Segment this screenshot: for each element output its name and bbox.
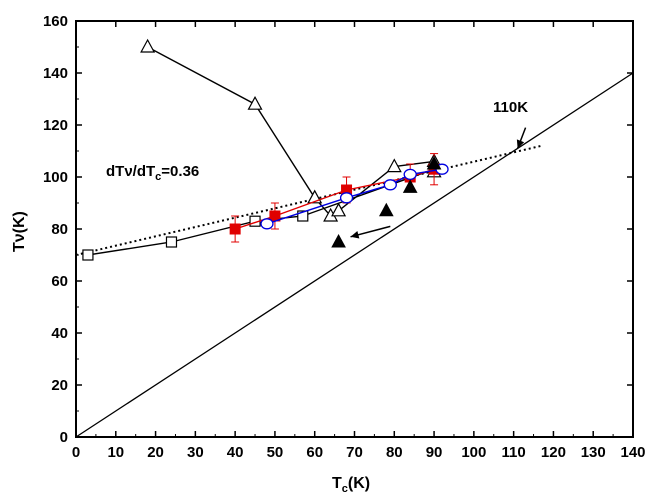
- data-point: [165, 236, 178, 248]
- x-tick-label: 120: [541, 444, 566, 461]
- x-axis-label: Tc(K): [332, 475, 370, 495]
- x-tick-label: 50: [267, 444, 284, 461]
- reference-lines: [75, 72, 634, 438]
- x-tick-label: 0: [72, 444, 80, 461]
- x-tick-label: 20: [147, 444, 164, 461]
- y-tick-label: 100: [43, 169, 68, 186]
- x-tick-label: 70: [346, 444, 363, 461]
- axes-ticks: [75, 20, 634, 438]
- y-tick-label: 40: [51, 325, 68, 342]
- series-filled-triangle: [331, 155, 442, 248]
- slope-annotation: dTν/dTc=0.36: [106, 163, 199, 183]
- data-point: [229, 223, 241, 235]
- x-tick-label: 130: [581, 444, 606, 461]
- series-open-triangle: [140, 38, 442, 222]
- series-open-circle: [260, 163, 449, 230]
- data-point: [297, 210, 309, 222]
- x-tick-label: 90: [426, 444, 443, 461]
- data-point: [247, 95, 263, 110]
- series-filled-square: [229, 153, 440, 243]
- data-point: [426, 155, 442, 170]
- arrow-head: [350, 230, 360, 239]
- t110-annotation: 110K: [493, 99, 528, 116]
- y-tick-label: 20: [51, 377, 68, 394]
- data-point: [386, 158, 402, 173]
- diagonal-line: [75, 72, 634, 438]
- y-tick-label: 140: [43, 65, 68, 82]
- y-tick-label: 80: [51, 221, 68, 238]
- data-point: [383, 179, 397, 191]
- x-tick-label: 80: [386, 444, 403, 461]
- data-point: [260, 218, 274, 230]
- y-tick-label: 60: [51, 273, 68, 290]
- y-tick-label: 160: [43, 13, 68, 30]
- x-tick-label: 100: [461, 444, 486, 461]
- x-tick-label: 60: [306, 444, 323, 461]
- x-tick-label: 110: [502, 444, 526, 461]
- arrow-head: [516, 139, 525, 149]
- x-tick-label: 40: [227, 444, 244, 461]
- plot-frame: [75, 20, 634, 438]
- y-tick-label: 120: [43, 117, 68, 134]
- y-tick-label: 0: [60, 429, 68, 446]
- data-point: [331, 202, 347, 217]
- series-line: [147, 46, 435, 217]
- data-point: [331, 233, 346, 248]
- y-axis-label: Tν(K): [11, 211, 28, 252]
- x-tick-label: 30: [187, 444, 204, 461]
- data-point: [140, 38, 156, 53]
- x-tick-label: 140: [620, 444, 645, 461]
- data-point: [339, 192, 354, 204]
- series-layer: [82, 38, 449, 261]
- data-point: [378, 202, 394, 217]
- data-point: [403, 168, 417, 181]
- arrow-layer: [350, 127, 527, 239]
- tick-labels: 0 10 20 30 40 50 60 70 80 90 100 110 120 130 140 0 20 40 6…: [43, 13, 646, 461]
- data-point: [82, 249, 94, 261]
- x-tick-label: 10: [107, 444, 124, 461]
- data-point: [402, 179, 418, 193]
